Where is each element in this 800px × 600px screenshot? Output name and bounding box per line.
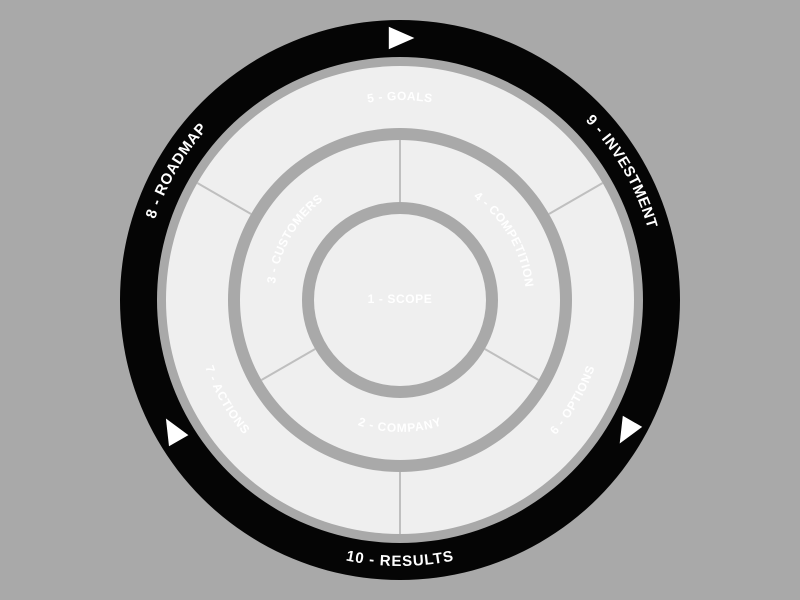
center-label: 1 - SCOPE [368,292,433,306]
radar-diagram: 1 - SCOPE2 - COMPANY3 - CUSTOMERS4 - COM… [0,0,800,600]
